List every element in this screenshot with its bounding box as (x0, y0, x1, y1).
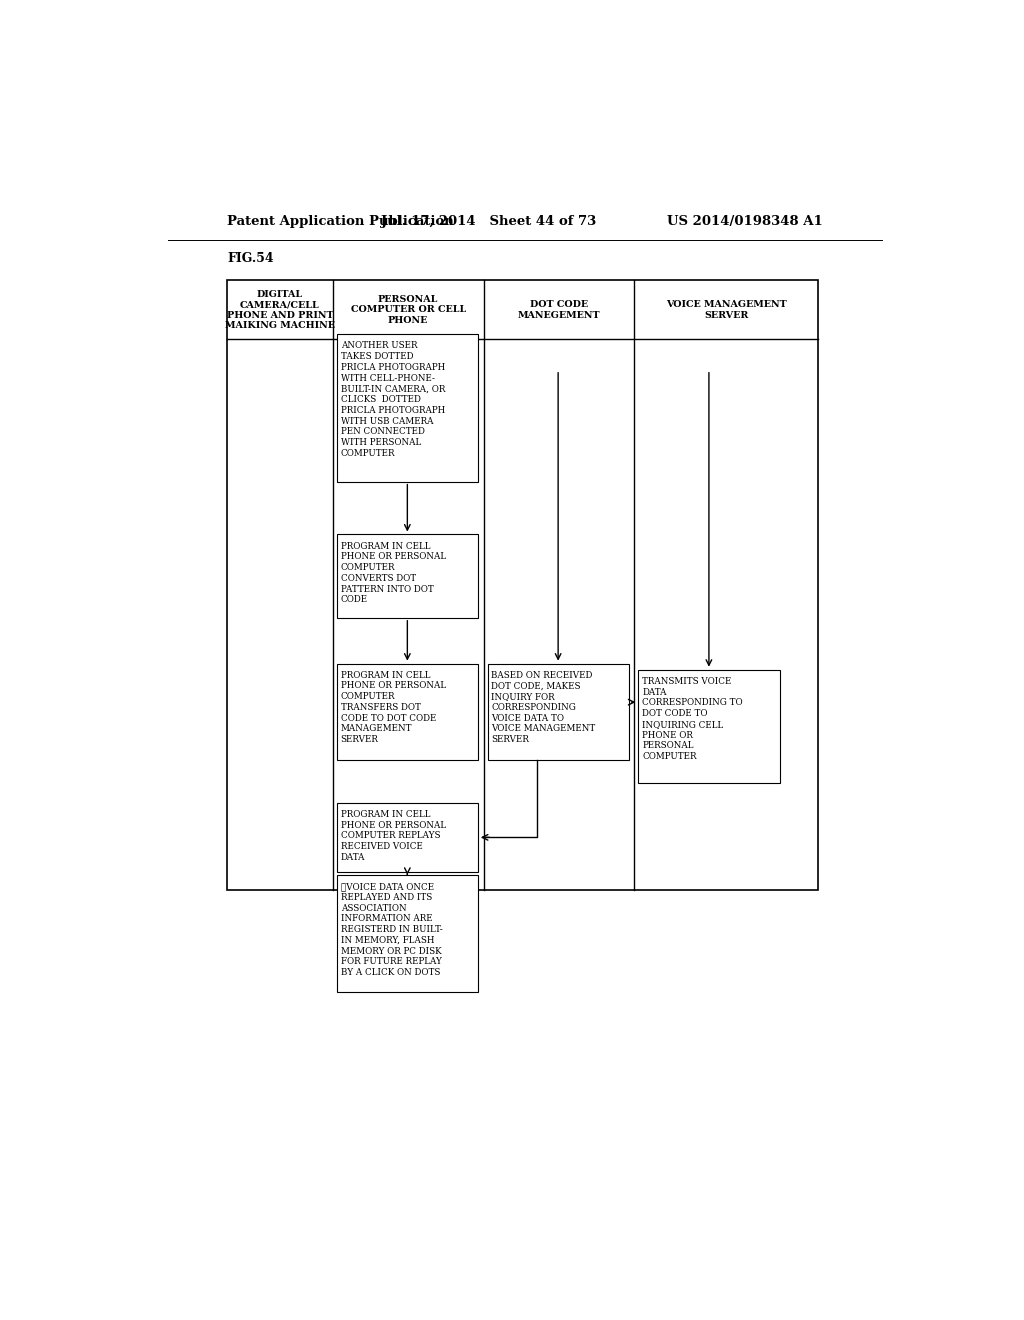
Text: PROGRAM IN CELL
PHONE OR PERSONAL
COMPUTER
CONVERTS DOT
PATTERN INTO DOT
CODE: PROGRAM IN CELL PHONE OR PERSONAL COMPUT… (341, 541, 445, 605)
Text: DOT CODE
MANEGEMENT: DOT CODE MANEGEMENT (517, 300, 600, 319)
Text: DIGITAL
CAMERA/CELL
PHONE AND PRINT
MAIKING MACHINE: DIGITAL CAMERA/CELL PHONE AND PRINT MAIK… (225, 290, 335, 330)
Text: PROGRAM IN CELL
PHONE OR PERSONAL
COMPUTER REPLAYS
RECEIVED VOICE
DATA: PROGRAM IN CELL PHONE OR PERSONAL COMPUT… (341, 810, 445, 862)
Text: ※VOICE DATA ONCE
REPLAYED AND ITS
ASSOCIATION
INFORMATION ARE
REGISTERD IN BUILT: ※VOICE DATA ONCE REPLAYED AND ITS ASSOCI… (341, 882, 442, 977)
Text: US 2014/0198348 A1: US 2014/0198348 A1 (667, 215, 822, 228)
Text: TRANSMITS VOICE
DATA
CORRESPONDING TO
DOT CODE TO
INQUIRING CELL
PHONE OR
PERSON: TRANSMITS VOICE DATA CORRESPONDING TO DO… (642, 677, 742, 762)
Text: Patent Application Publication: Patent Application Publication (227, 215, 454, 228)
Text: PROGRAM IN CELL
PHONE OR PERSONAL
COMPUTER
TRANSFERS DOT
CODE TO DOT CODE
MANAGE: PROGRAM IN CELL PHONE OR PERSONAL COMPUT… (341, 671, 445, 744)
Bar (337, 803, 478, 873)
Text: ANOTHER USER
TAKES DOTTED
PRICLA PHOTOGRAPH
WITH CELL-PHONE-
BUILT-IN CAMERA, OR: ANOTHER USER TAKES DOTTED PRICLA PHOTOGR… (341, 342, 445, 458)
Text: PERSONAL
COMPUTER OR CELL
PHONE: PERSONAL COMPUTER OR CELL PHONE (350, 294, 466, 325)
Bar (227, 280, 818, 890)
Text: VOICE MANAGEMENT
SERVER: VOICE MANAGEMENT SERVER (666, 300, 786, 319)
Bar (337, 875, 478, 991)
Bar (337, 334, 478, 482)
Bar (487, 664, 629, 760)
Text: BASED ON RECEIVED
DOT CODE, MAKES
INQUIRY FOR
CORRESPONDING
VOICE DATA TO
VOICE : BASED ON RECEIVED DOT CODE, MAKES INQUIR… (492, 671, 596, 744)
Bar (337, 664, 478, 760)
Text: FIG.54: FIG.54 (227, 252, 273, 265)
Text: Jul. 17, 2014   Sheet 44 of 73: Jul. 17, 2014 Sheet 44 of 73 (382, 215, 597, 228)
Bar (337, 535, 478, 618)
Bar (638, 669, 779, 784)
